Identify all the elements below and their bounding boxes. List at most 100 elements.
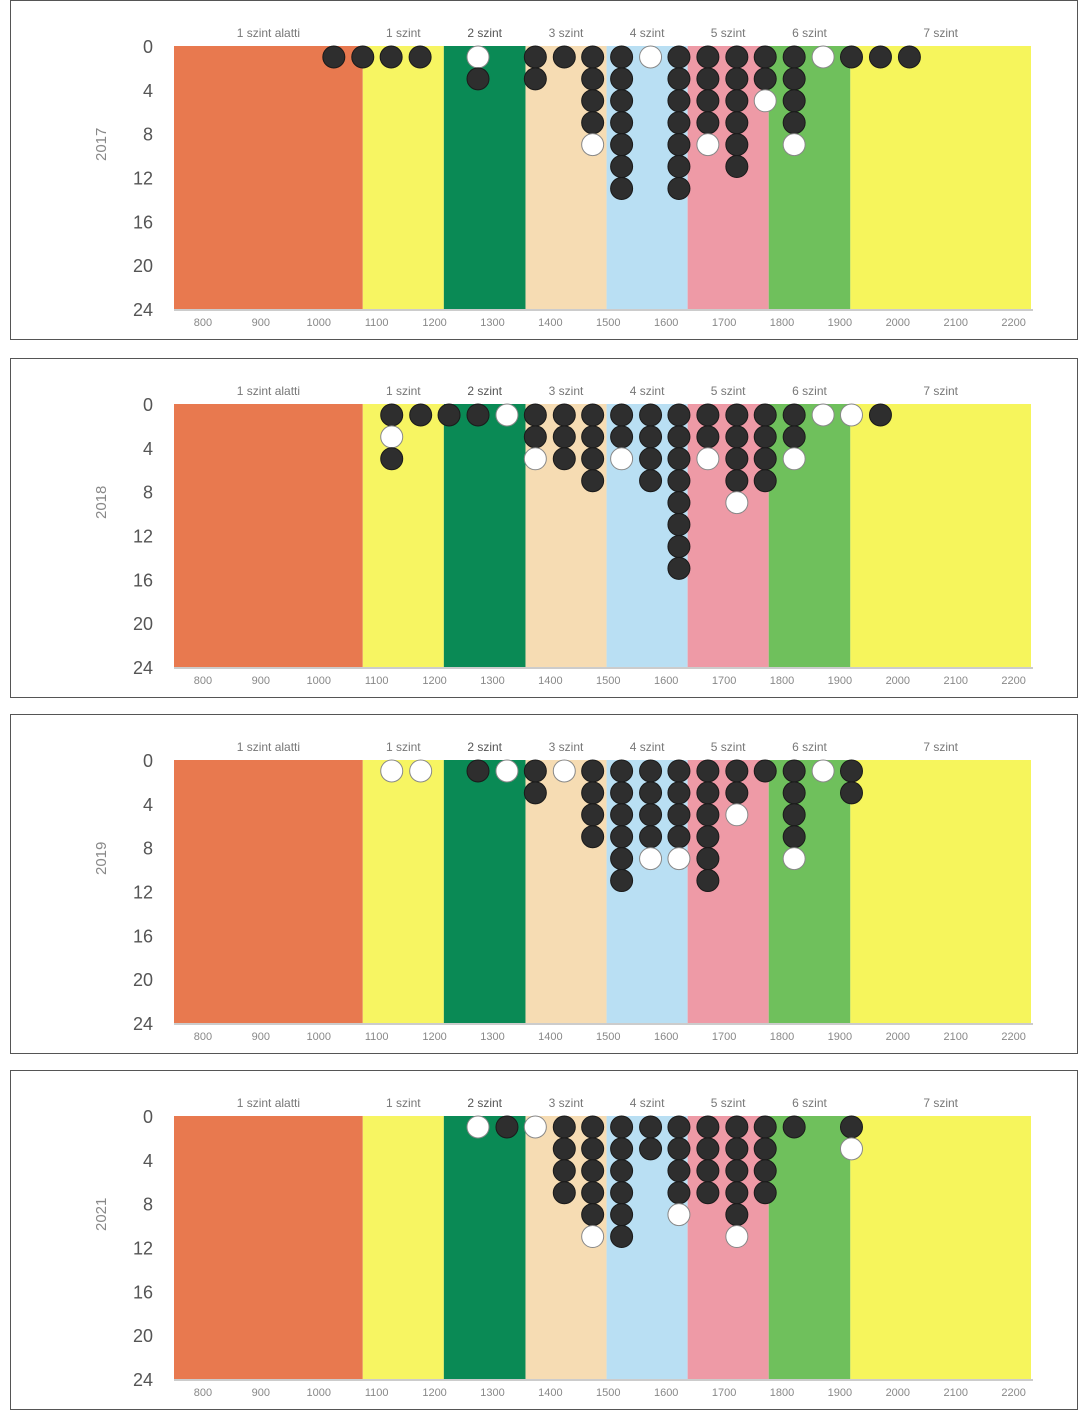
data-point-light	[495, 403, 519, 427]
band-label: 4 szint	[630, 740, 665, 754]
data-point-light	[696, 133, 720, 157]
data-point-dark	[753, 403, 777, 427]
data-point-dark	[581, 111, 605, 135]
data-point-dark	[753, 425, 777, 449]
data-point-light	[523, 447, 547, 471]
data-point-dark	[667, 89, 691, 113]
data-point-dark	[667, 513, 691, 537]
data-point-dark	[782, 1115, 806, 1139]
data-point-dark	[667, 176, 691, 200]
data-point-dark	[610, 403, 634, 427]
data-point-dark	[523, 45, 547, 69]
data-point-dark	[725, 1203, 749, 1227]
y-tick-label: 8	[143, 1195, 153, 1215]
data-point-dark	[725, 1115, 749, 1139]
x-tick-label: 2100	[943, 1031, 967, 1043]
level-band	[768, 404, 851, 667]
data-point-dark	[696, 45, 720, 69]
data-point-dark	[696, 67, 720, 91]
data-point-dark	[725, 759, 749, 783]
data-point-light	[753, 89, 777, 113]
x-tick-label: 900	[252, 1031, 270, 1043]
x-tick-label: 1000	[307, 1387, 331, 1399]
level-band	[174, 46, 363, 309]
data-point-dark	[667, 803, 691, 827]
y-tick-label: 4	[143, 1151, 153, 1171]
data-point-dark	[696, 1181, 720, 1205]
data-point-light	[610, 447, 634, 471]
data-point-light	[782, 847, 806, 871]
data-point-dark	[667, 759, 691, 783]
y-tick-label: 12	[133, 883, 153, 903]
data-point-dark	[523, 781, 547, 805]
data-point-dark	[581, 1137, 605, 1161]
x-tick-label: 1300	[480, 1387, 504, 1399]
x-tick-label: 1400	[538, 1031, 562, 1043]
data-point-dark	[552, 425, 576, 449]
level-band	[768, 760, 851, 1023]
band-label: 2 szint	[467, 740, 502, 754]
data-point-light	[811, 45, 835, 69]
data-point-dark	[552, 45, 576, 69]
data-point-dark	[523, 403, 547, 427]
data-point-light	[552, 759, 576, 783]
level-band	[443, 1116, 526, 1379]
chart-svg: 1 szint alatti 1 szint 2 szint 3 szint 4 szi…	[133, 740, 1033, 1043]
data-point-light	[667, 1203, 691, 1227]
data-point-dark	[523, 67, 547, 91]
data-point-dark	[610, 155, 634, 179]
band-label: 5 szint	[711, 740, 746, 754]
x-tick-label: 1800	[770, 317, 794, 329]
y-tick-label: 16	[133, 212, 153, 232]
data-point-dark	[753, 1159, 777, 1183]
y-tick-label: 8	[143, 483, 153, 503]
data-point-light	[811, 403, 835, 427]
data-point-dark	[667, 1181, 691, 1205]
data-point-dark	[753, 759, 777, 783]
y-tick-label: 20	[133, 1326, 153, 1346]
chart-panel-2019: 2019 1 szint alatti 1 szint 2 szint 3 szint…	[10, 714, 1078, 1054]
data-point-dark	[753, 1115, 777, 1139]
data-point-dark	[667, 425, 691, 449]
y-tick-label: 20	[133, 614, 153, 634]
x-tick-label: 1800	[770, 1387, 794, 1399]
data-point-dark	[725, 67, 749, 91]
data-point-dark	[753, 447, 777, 471]
data-point-dark	[380, 447, 404, 471]
band-label: 7 szint	[923, 740, 958, 754]
band-label: 1 szint alatti	[237, 1096, 300, 1110]
data-point-dark	[696, 825, 720, 849]
data-point-light	[782, 447, 806, 471]
level-band	[687, 760, 769, 1023]
data-point-dark	[466, 67, 490, 91]
data-point-dark	[782, 759, 806, 783]
band-label: 2 szint	[467, 1096, 502, 1110]
y-tick-label: 4	[143, 439, 153, 459]
data-point-dark	[552, 1115, 576, 1139]
data-point-light	[495, 759, 519, 783]
data-point-dark	[725, 403, 749, 427]
data-point-dark	[725, 781, 749, 805]
data-point-dark	[696, 403, 720, 427]
y-tick-label: 12	[133, 527, 153, 547]
x-tick-label: 1500	[596, 1387, 620, 1399]
chart-svg: 1 szint alatti 1 szint 2 szint 3 szint 4 szi…	[133, 384, 1033, 687]
data-point-light	[409, 759, 433, 783]
data-point-dark	[696, 1137, 720, 1161]
data-point-dark	[380, 403, 404, 427]
y-tick-label: 12	[133, 1239, 153, 1259]
data-point-dark	[696, 869, 720, 893]
x-tick-label: 800	[194, 1031, 212, 1043]
data-point-dark	[897, 45, 921, 69]
data-point-dark	[782, 825, 806, 849]
band-label: 3 szint	[549, 1096, 584, 1110]
x-tick-label: 900	[252, 675, 270, 687]
data-point-dark	[581, 425, 605, 449]
data-point-light	[581, 1225, 605, 1249]
data-point-dark	[782, 45, 806, 69]
data-point-dark	[839, 781, 863, 805]
x-tick-label: 1900	[828, 1387, 852, 1399]
data-point-dark	[696, 847, 720, 871]
data-point-dark	[782, 425, 806, 449]
data-point-dark	[639, 825, 663, 849]
